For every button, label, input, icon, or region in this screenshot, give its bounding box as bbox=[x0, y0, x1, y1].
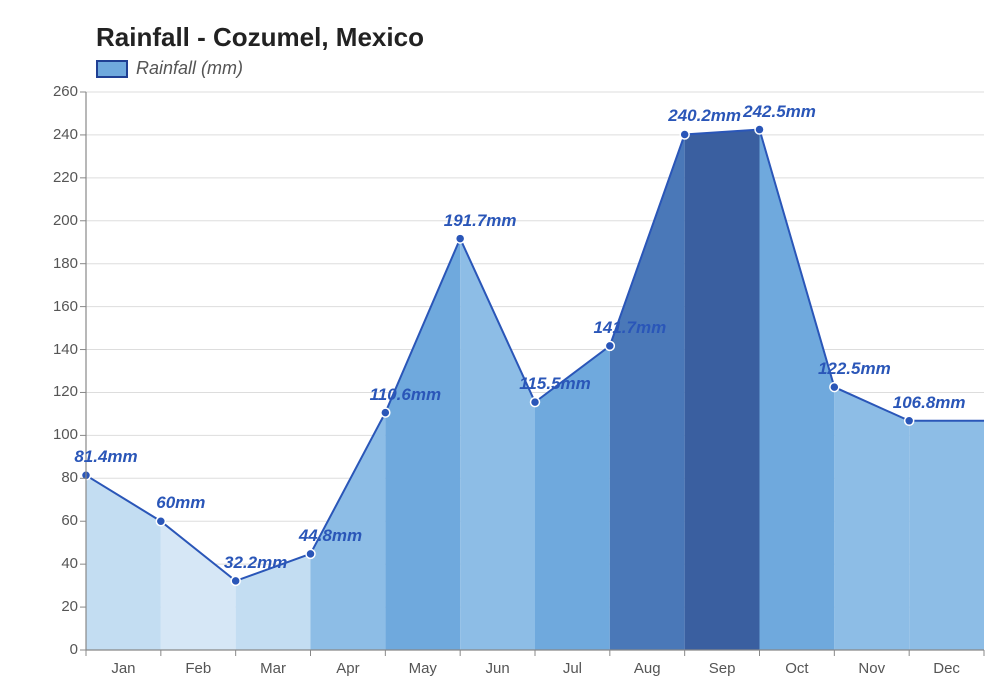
y-tick-label: 40 bbox=[61, 555, 78, 572]
data-point-label: 106.8mm bbox=[893, 393, 966, 413]
data-point-label: 191.7mm bbox=[444, 211, 517, 231]
x-tick-label: Feb bbox=[173, 660, 223, 677]
y-tick-label: 20 bbox=[61, 598, 78, 615]
data-point-label: 240.2mm bbox=[668, 106, 741, 126]
data-point-label: 32.2mm bbox=[224, 553, 287, 573]
data-point-label: 60mm bbox=[156, 493, 205, 513]
x-tick-label: Aug bbox=[622, 660, 672, 677]
x-tick-label: Jan bbox=[98, 660, 148, 677]
legend-label: Rainfall (mm) bbox=[136, 58, 243, 79]
x-tick-label: Mar bbox=[248, 660, 298, 677]
y-tick-label: 160 bbox=[53, 298, 78, 315]
data-point-label: 110.6mm bbox=[370, 385, 442, 405]
x-tick-label: Nov bbox=[847, 660, 897, 677]
data-point-label: 122.5mm bbox=[818, 359, 891, 379]
data-point-label: 115.5mm bbox=[519, 374, 591, 394]
data-point-label: 44.8mm bbox=[299, 526, 362, 546]
data-point-label: 242.5mm bbox=[743, 102, 816, 122]
x-tick-label: Jun bbox=[473, 660, 523, 677]
legend: Rainfall (mm) bbox=[96, 58, 243, 79]
y-tick-label: 120 bbox=[53, 383, 78, 400]
y-tick-label: 220 bbox=[53, 169, 78, 186]
y-tick-label: 200 bbox=[53, 212, 78, 229]
y-tick-label: 180 bbox=[53, 255, 78, 272]
y-tick-label: 60 bbox=[61, 512, 78, 529]
data-point-label: 141.7mm bbox=[593, 318, 666, 338]
x-tick-label: Jul bbox=[547, 660, 597, 677]
y-tick-label: 140 bbox=[53, 341, 78, 358]
legend-swatch bbox=[96, 60, 128, 78]
x-tick-label: Oct bbox=[772, 660, 822, 677]
chart-title: Rainfall - Cozumel, Mexico bbox=[96, 22, 424, 53]
x-tick-label: Dec bbox=[922, 660, 972, 677]
chart-container: Rainfall - Cozumel, Mexico Rainfall (mm)… bbox=[0, 0, 1000, 700]
y-tick-label: 0 bbox=[70, 641, 78, 658]
y-tick-label: 80 bbox=[61, 469, 78, 486]
y-tick-label: 100 bbox=[53, 426, 78, 443]
x-tick-label: May bbox=[398, 660, 448, 677]
y-tick-label: 260 bbox=[53, 83, 78, 100]
data-point-label: 81.4mm bbox=[74, 447, 137, 467]
x-tick-label: Sep bbox=[697, 660, 747, 677]
y-tick-label: 240 bbox=[53, 126, 78, 143]
x-tick-label: Apr bbox=[323, 660, 373, 677]
